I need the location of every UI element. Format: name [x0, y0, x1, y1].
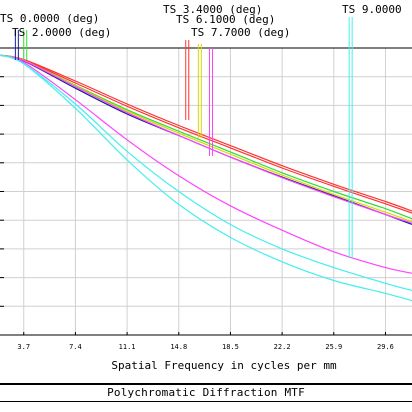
chart-title: Polychromatic Diffraction MTF — [0, 384, 412, 402]
legend-label-3: TS 6.1000 (deg) — [176, 13, 275, 26]
mtf-curve-6 — [0, 54, 412, 224]
x-tick-label-2: 11.1 — [119, 343, 136, 351]
legend-label-0: TS 0.0000 (deg) — [0, 12, 99, 25]
mtf-curve-8 — [0, 54, 412, 292]
mtf-curve-7 — [0, 54, 412, 302]
legend-label-2: TS 3.4000 (deg) — [163, 3, 262, 16]
x-tick-label-6: 25.9 — [325, 343, 342, 351]
x-tick-label-7: 29.6 — [377, 343, 394, 351]
mtf-curves — [0, 54, 412, 302]
plot-frame — [0, 47, 412, 384]
x-tick-label-0: 3.7 — [17, 343, 30, 351]
legend-label-5: TS 9.0000 — [342, 3, 402, 16]
legend-label-1: TS 2.0000 (deg) — [12, 26, 111, 39]
legend: TS 0.0000 (deg)TS 2.0000 (deg) TS 3.4000 … — [0, 3, 402, 39]
mtf-curve-3 — [0, 54, 412, 214]
x-tick-label-3: 14.8 — [170, 343, 187, 351]
mtf-curve-2 — [0, 54, 412, 212]
x-tick-label-4: 18.5 — [222, 343, 239, 351]
x-tick-label-5: 22.2 — [274, 343, 291, 351]
mtf-plot: TS 0.0000 (deg)TS 2.0000 (deg) TS 3.4000 … — [0, 3, 412, 384]
x-tick-labels: 3.7 7.4 11.1 14.8 18.5 22.2 25.9 29.6 — [17, 332, 394, 351]
legend-markers — [14, 17, 353, 258]
mtf-curve-0 — [0, 54, 412, 226]
x-tick-label-1: 7.4 — [69, 343, 82, 351]
grid-layer — [0, 48, 412, 335]
x-axis-label: Spatial Frequency in cycles per mm — [111, 359, 337, 372]
mtf-curve-5 — [0, 54, 412, 274]
legend-label-4: TS 7.7000 (deg) — [191, 26, 290, 39]
